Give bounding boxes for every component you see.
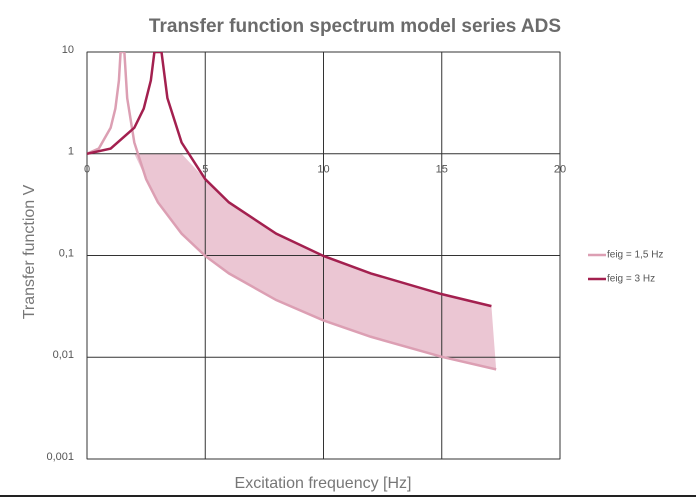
series-line [87,52,497,371]
x-tick-label: 0 [84,164,90,176]
y-axis-label: Transfer function V [21,184,38,319]
lines [87,52,497,371]
y-tick-label: 1 [68,146,74,158]
y-tick-label: 10 [62,44,74,56]
legend-label: feig = 3 Hz [607,274,655,285]
series-line [87,52,492,308]
x-axis-label: Excitation frequency [Hz] [235,475,412,492]
y-tick-label: 0,1 [59,247,74,259]
x-tick-label: 10 [317,164,329,176]
fill-between [134,153,497,370]
legend-label: feig = 1,5 Hz [607,250,663,261]
y-tick-label: 0,001 [46,451,74,463]
chart-title: Transfer function spectrum model series … [149,16,561,37]
y-tick-label: 0,01 [53,349,74,361]
x-tick-label: 5 [202,164,208,176]
x-tick-label: 15 [436,164,448,176]
x-tick-label: 20 [554,164,566,176]
